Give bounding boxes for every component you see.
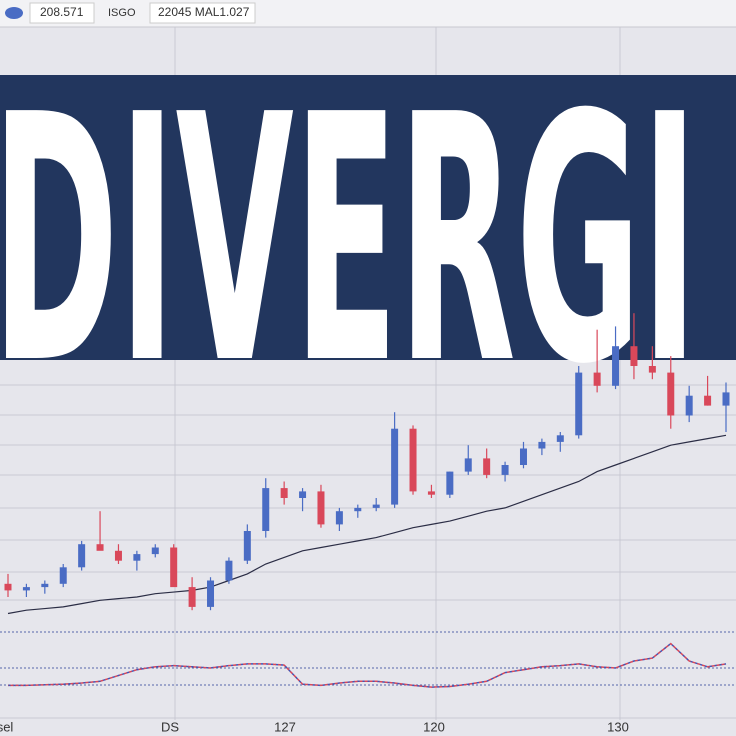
candle-body bbox=[685, 395, 693, 416]
candle-body bbox=[225, 560, 233, 581]
candle-body bbox=[667, 372, 675, 416]
grid bbox=[0, 27, 736, 720]
toolbar-icon[interactable] bbox=[5, 7, 23, 19]
candle-body bbox=[280, 488, 288, 498]
moving-average bbox=[7, 434, 727, 615]
candle-body bbox=[372, 504, 380, 508]
candle-body bbox=[722, 392, 730, 406]
candle-body bbox=[4, 583, 12, 591]
banner bbox=[0, 75, 736, 360]
candle-body bbox=[575, 372, 583, 436]
candle-body bbox=[704, 395, 712, 406]
candle-body bbox=[501, 465, 509, 475]
candle-body bbox=[483, 458, 491, 475]
candle-body bbox=[317, 491, 325, 525]
candle-body bbox=[299, 491, 307, 498]
plot: sel DS 127 120 130 bbox=[0, 313, 730, 734]
x-tick-label: 130 bbox=[607, 719, 629, 734]
x-tick-label: 120 bbox=[423, 719, 445, 734]
candle-body bbox=[630, 346, 638, 366]
x-tick-label: sel bbox=[0, 719, 13, 734]
candle-body bbox=[538, 441, 546, 449]
candle-body bbox=[464, 458, 472, 472]
candle-body bbox=[41, 583, 49, 588]
candle-body bbox=[335, 511, 343, 525]
candle-body bbox=[427, 491, 435, 495]
candle-body bbox=[96, 544, 104, 551]
candle-body bbox=[243, 531, 251, 561]
candle-body bbox=[170, 547, 178, 588]
candle-body bbox=[78, 544, 86, 568]
candle-body bbox=[391, 428, 399, 505]
candle-body bbox=[354, 507, 362, 512]
toolbar-text: 208.571 bbox=[40, 5, 84, 19]
candle-body bbox=[612, 346, 620, 386]
candle-body bbox=[593, 372, 601, 386]
candle-body bbox=[133, 554, 141, 561]
toolbar-field[interactable] bbox=[29, 2, 95, 24]
candle-body bbox=[446, 471, 454, 495]
candle-body bbox=[207, 580, 215, 607]
candle-body bbox=[262, 488, 270, 531]
toolbar bbox=[0, 0, 736, 27]
candle-body bbox=[556, 435, 564, 442]
toolbar-text: ISGO bbox=[108, 7, 136, 19]
candle-body bbox=[114, 550, 122, 561]
toolbar-text: 22045 MAL1.027 bbox=[158, 5, 250, 19]
candle-body bbox=[188, 587, 196, 607]
candle-body bbox=[409, 428, 417, 492]
banner-text: DIVERGI bbox=[0, 43, 698, 439]
indicator-line bbox=[8, 642, 727, 688]
candle-body bbox=[519, 448, 527, 465]
x-tick-label: 127 bbox=[274, 719, 296, 734]
toolbar-field[interactable] bbox=[149, 2, 256, 24]
candle-body bbox=[59, 567, 67, 584]
candle-body bbox=[22, 587, 30, 591]
x-tick-label: DS bbox=[161, 719, 179, 734]
candle-body bbox=[648, 366, 656, 373]
candle-body bbox=[151, 547, 159, 555]
